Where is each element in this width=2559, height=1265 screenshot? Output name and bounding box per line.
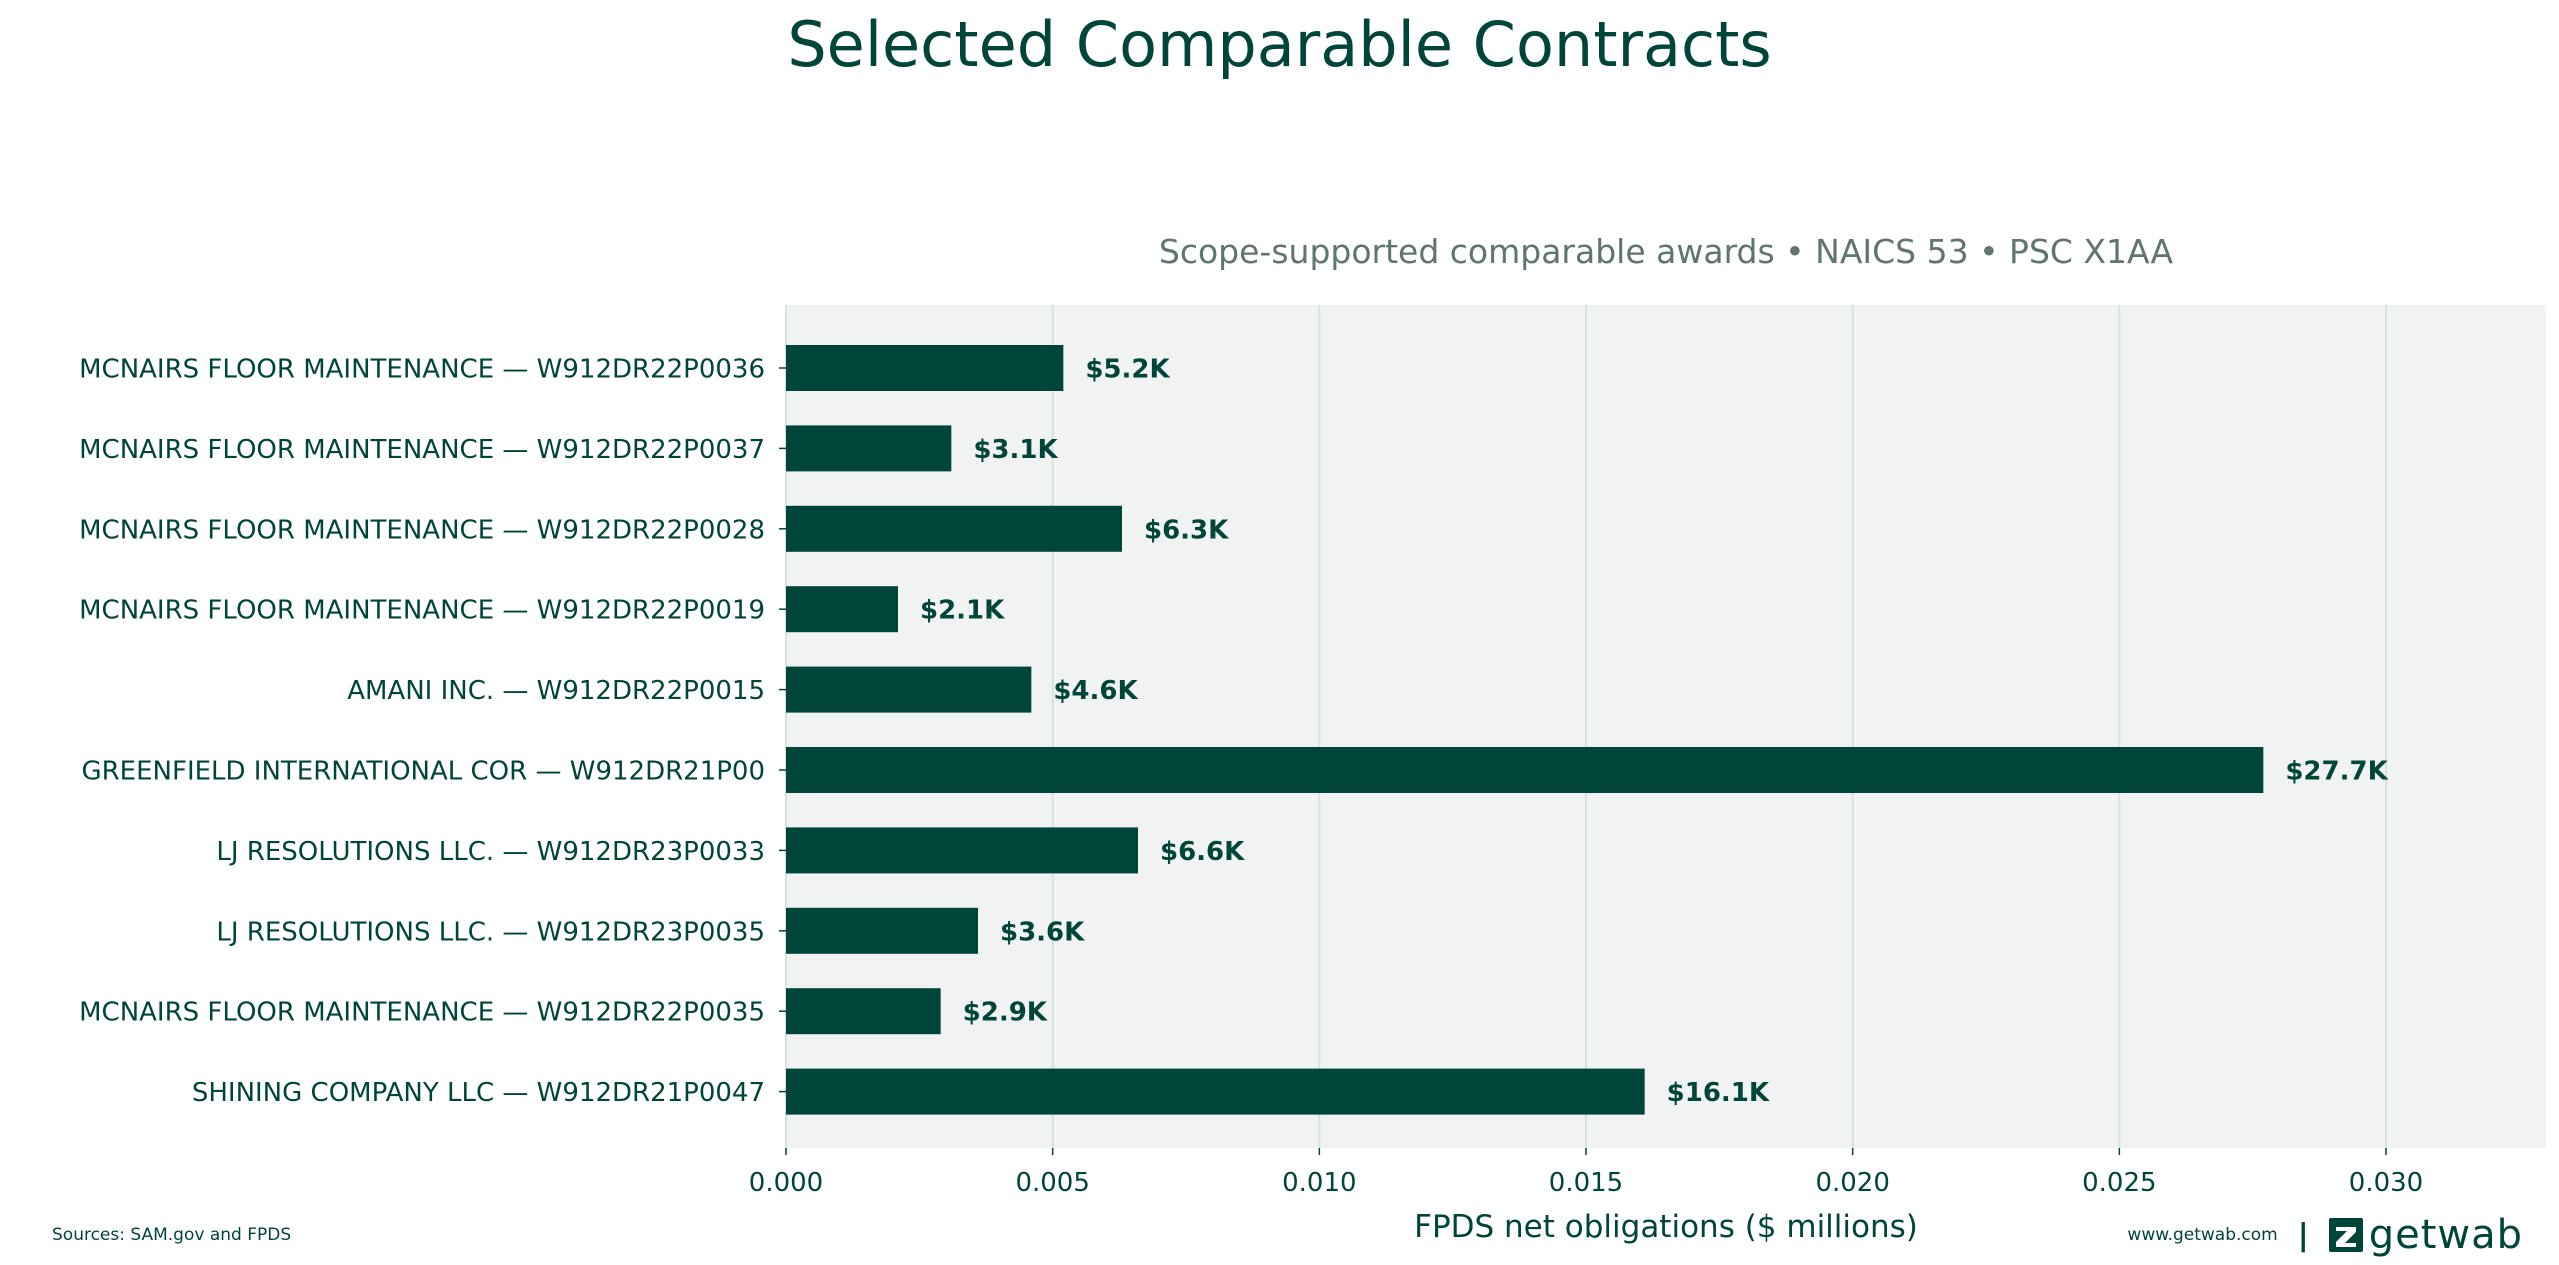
y-category-label: LJ RESOLUTIONS LLC. — W912DR23P0033	[216, 837, 765, 867]
y-category-label: GREENFIELD INTERNATIONAL COR — W912DR21P…	[81, 757, 765, 787]
x-tick-label: 0.015	[1549, 1168, 1623, 1198]
brand-footer: www.getwab.com | getwab	[2127, 1212, 2523, 1258]
y-axis-category-labels: MCNAIRS FLOOR MAINTENANCE — W912DR22P003…	[79, 355, 786, 1108]
y-category-label: MCNAIRS FLOOR MAINTENANCE — W912DR22P003…	[79, 355, 765, 385]
chart-subtitle: Scope-supported comparable awards • NAIC…	[1159, 232, 2174, 271]
x-tick-label: 0.005	[1015, 1168, 1089, 1198]
x-axis-label: FPDS net obligations ($ millions)	[1414, 1209, 1918, 1245]
chart-title: Selected Comparable Contracts	[787, 8, 1772, 81]
x-tick-label: 0.010	[1282, 1168, 1356, 1198]
bar-value-label: $3.6K	[1000, 917, 1085, 947]
y-category-label: LJ RESOLUTIONS LLC. — W912DR23P0035	[216, 917, 765, 947]
x-tick-label: 0.000	[749, 1168, 823, 1198]
bar	[786, 666, 1032, 713]
plot-area	[786, 305, 2546, 1148]
brand-url[interactable]: www.getwab.com	[2127, 1225, 2278, 1245]
brand-logo: getwab	[2328, 1212, 2523, 1258]
x-tick-label: 0.025	[2082, 1168, 2156, 1198]
bar-value-label: $27.7K	[2285, 757, 2388, 787]
bar-value-label: $6.6K	[1160, 837, 1245, 867]
bar-value-label: $2.1K	[920, 596, 1005, 626]
bar	[786, 1068, 1645, 1115]
bar	[786, 747, 2264, 793]
bar	[786, 586, 898, 633]
bar-value-label: $6.3K	[1144, 515, 1229, 545]
bar-value-label: $4.6K	[1053, 676, 1138, 706]
bar	[786, 345, 1064, 391]
bar-value-label: $5.2K	[1085, 355, 1170, 385]
y-category-label: MCNAIRS FLOOR MAINTENANCE — W912DR22P003…	[79, 435, 765, 465]
bar	[786, 425, 952, 472]
bar	[786, 988, 941, 1035]
y-category-label: SHINING COMPANY LLC — W912DR21P0047	[192, 1078, 765, 1108]
bar	[786, 907, 978, 954]
x-tick-label: 0.030	[2349, 1168, 2423, 1198]
bar-value-label: $16.1K	[1667, 1078, 1770, 1108]
x-axis-tick-labels: 0.000 0.005 0.010 0.015 0.020 0.025 0.030	[749, 1148, 2423, 1198]
y-category-label: MCNAIRS FLOOR MAINTENANCE — W912DR22P002…	[79, 515, 765, 545]
bar	[786, 827, 1138, 874]
getwab-logo-icon	[2328, 1218, 2363, 1252]
brand-name: getwab	[2368, 1212, 2523, 1258]
bar-value-label: $3.1K	[973, 435, 1058, 465]
x-tick-label: 0.020	[1815, 1168, 1889, 1198]
sources-note: Sources: SAM.gov and FPDS	[52, 1225, 292, 1245]
y-category-label: MCNAIRS FLOOR MAINTENANCE — W912DR22P003…	[79, 998, 765, 1028]
brand-separator: |	[2297, 1217, 2309, 1253]
bars	[786, 345, 2264, 1115]
y-category-label: AMANI INC. — W912DR22P0015	[347, 676, 765, 706]
data-labels: $5.2K $3.1K $6.3K $2.1K $4.6K $27.7K $6.6K $3.6…	[920, 355, 2389, 1109]
y-category-label: MCNAIRS FLOOR MAINTENANCE — W912DR22P001…	[79, 596, 765, 626]
bar-value-label: $2.9K	[963, 998, 1048, 1028]
bar	[786, 505, 1122, 552]
